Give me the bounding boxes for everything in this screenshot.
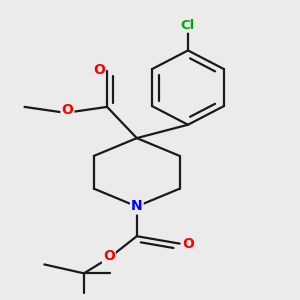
Text: O: O [182,237,194,250]
Text: O: O [93,63,105,77]
Text: O: O [61,103,74,117]
Text: N: N [131,200,142,214]
Text: Cl: Cl [181,19,195,32]
Text: O: O [103,248,115,262]
